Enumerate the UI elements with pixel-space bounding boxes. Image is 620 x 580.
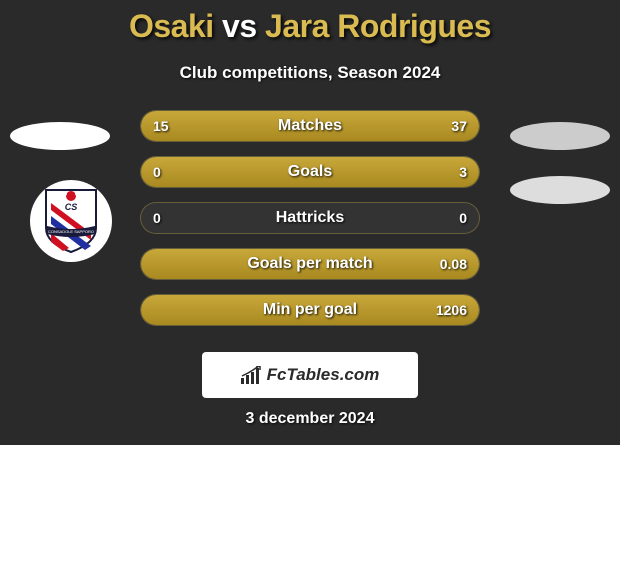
player1-avatar-placeholder (10, 122, 110, 150)
stat-row: Min per goal1206 (140, 294, 480, 326)
stat-row: Hattricks0 0 (140, 202, 480, 234)
subtitle: Club competitions, Season 2024 (0, 63, 620, 83)
footer-date: 3 december 2024 (0, 410, 620, 428)
svg-text:CONSADOLE SAPPORO: CONSADOLE SAPPORO (48, 229, 94, 234)
stat-label: Min per goal (141, 301, 479, 319)
stat-value-right: 37 (451, 118, 467, 134)
player1-name: Osaki (129, 8, 214, 44)
stat-label: Goals per match (141, 255, 479, 273)
stat-value-right: 0.08 (440, 256, 467, 272)
vs-text: vs (222, 8, 257, 44)
stat-label: Matches (141, 117, 479, 135)
stat-row: Goals0 3 (140, 156, 480, 188)
svg-text:CS: CS (65, 202, 78, 212)
comparison-title: Osaki vs Jara Rodrigues (0, 8, 620, 45)
stat-value-left: 0 (153, 210, 161, 226)
player2-avatar-placeholder-1 (510, 122, 610, 150)
stat-value-right: 0 (459, 210, 467, 226)
stat-label: Hattricks (141, 209, 479, 227)
chart-growth-icon (241, 366, 263, 384)
stat-row: Matches15 37 (140, 110, 480, 142)
logo-text: FcTables.com (267, 365, 380, 385)
stat-value-right: 3 (459, 164, 467, 180)
badge-icon: CS CONSADOLE SAPPORO (41, 188, 101, 254)
stat-value-left: 0 (153, 164, 161, 180)
stat-label: Goals (141, 163, 479, 181)
stats-chart: Matches1537Goals03Hattricks00Goals per m… (140, 110, 480, 340)
stat-value-left: 15 (153, 118, 169, 134)
fctables-logo-box[interactable]: FcTables.com (202, 352, 418, 398)
player1-club-badge: CS CONSADOLE SAPPORO (30, 180, 112, 262)
player2-name: Jara Rodrigues (265, 8, 491, 44)
stat-value-right: 1206 (436, 302, 467, 318)
fctables-logo: FcTables.com (241, 365, 380, 385)
stat-row: Goals per match0.08 (140, 248, 480, 280)
player2-avatar-placeholder-2 (510, 176, 610, 204)
